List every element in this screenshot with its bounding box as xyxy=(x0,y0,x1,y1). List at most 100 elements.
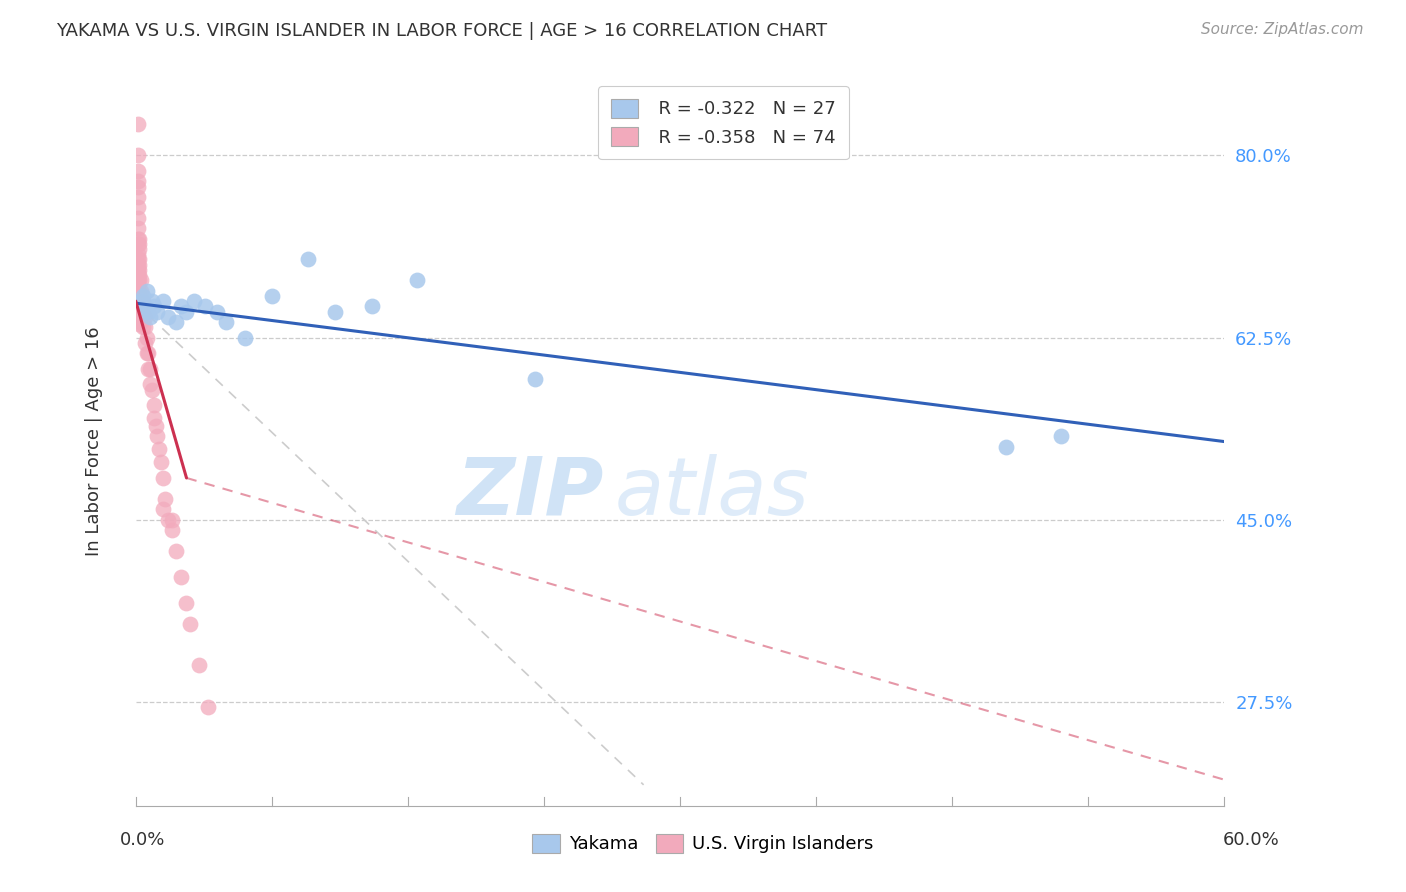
Point xyxy=(129,294,152,309)
Point xyxy=(134,310,156,324)
Point xyxy=(146,429,169,443)
Point xyxy=(127,221,149,235)
Point xyxy=(134,335,156,350)
Point xyxy=(207,304,229,318)
Point xyxy=(128,258,150,272)
Point xyxy=(142,299,165,313)
Point xyxy=(132,307,155,321)
Point xyxy=(152,294,174,309)
Text: atlas: atlas xyxy=(614,453,810,532)
Point xyxy=(176,304,198,318)
Point xyxy=(215,315,238,329)
Point xyxy=(127,252,149,267)
Point xyxy=(233,330,256,344)
Point xyxy=(165,543,187,558)
Point xyxy=(176,596,198,610)
Point xyxy=(360,299,382,313)
Point xyxy=(127,304,149,318)
Point xyxy=(127,232,149,246)
Point xyxy=(128,236,150,251)
Point xyxy=(139,310,162,324)
Point xyxy=(127,247,149,261)
Point xyxy=(194,299,217,313)
Point xyxy=(148,442,170,456)
Point xyxy=(127,284,149,298)
Point xyxy=(142,410,165,425)
Point xyxy=(183,294,205,309)
Point xyxy=(297,252,319,267)
Point xyxy=(127,174,149,188)
Point xyxy=(127,294,149,309)
Point xyxy=(260,289,283,303)
Point xyxy=(165,315,187,329)
Point xyxy=(127,236,149,251)
Point xyxy=(160,512,183,526)
Point xyxy=(138,346,160,360)
Point xyxy=(135,346,157,360)
Point xyxy=(179,616,201,631)
Legend:   R = -0.322   N = 27,   R = -0.358   N = 74: R = -0.322 N = 27, R = -0.358 N = 74 xyxy=(599,87,848,160)
Point xyxy=(142,398,165,412)
Text: 60.0%: 60.0% xyxy=(1223,831,1279,849)
Point xyxy=(127,190,149,204)
Point xyxy=(135,330,157,344)
Point xyxy=(138,304,160,318)
Point xyxy=(139,377,162,392)
Point xyxy=(127,310,149,324)
Legend: Yakama, U.S. Virgin Islanders: Yakama, U.S. Virgin Islanders xyxy=(526,827,880,861)
Point xyxy=(152,471,174,485)
Point xyxy=(129,304,152,318)
Point xyxy=(127,299,149,313)
Point xyxy=(141,294,163,309)
Text: In Labor Force | Age > 16: In Labor Force | Age > 16 xyxy=(86,326,104,557)
Point xyxy=(135,284,157,298)
Point xyxy=(128,284,150,298)
Point xyxy=(128,317,150,331)
Point xyxy=(129,284,152,298)
Point xyxy=(134,320,156,334)
Point xyxy=(127,148,149,162)
Point xyxy=(995,440,1018,454)
Point xyxy=(127,278,149,293)
Point xyxy=(170,299,193,313)
Point xyxy=(129,294,152,309)
Point xyxy=(139,361,162,376)
Point xyxy=(132,294,155,309)
Point xyxy=(129,273,152,287)
Point xyxy=(134,299,156,313)
Point xyxy=(141,383,163,397)
Point xyxy=(128,304,150,318)
Point xyxy=(138,361,160,376)
Point xyxy=(405,273,427,287)
Point xyxy=(129,315,152,329)
Point xyxy=(127,263,149,277)
Point xyxy=(170,570,193,584)
Point xyxy=(128,268,150,282)
Point xyxy=(128,252,150,267)
Point xyxy=(127,273,149,287)
Point xyxy=(160,523,183,537)
Point xyxy=(146,304,169,318)
Text: YAKAMA VS U.S. VIRGIN ISLANDER IN LABOR FORCE | AGE > 16 CORRELATION CHART: YAKAMA VS U.S. VIRGIN ISLANDER IN LABOR … xyxy=(56,22,827,40)
Point xyxy=(127,117,149,131)
Point xyxy=(152,502,174,516)
Point xyxy=(128,273,150,287)
Point xyxy=(145,419,167,434)
Point xyxy=(197,699,219,714)
Text: Source: ZipAtlas.com: Source: ZipAtlas.com xyxy=(1201,22,1364,37)
Point xyxy=(127,289,149,303)
Point xyxy=(128,242,150,256)
Point xyxy=(132,289,155,303)
Point xyxy=(127,258,149,272)
Text: 0.0%: 0.0% xyxy=(120,831,165,849)
Point xyxy=(128,232,150,246)
Point xyxy=(127,211,149,225)
Point xyxy=(132,320,155,334)
Point xyxy=(128,296,150,310)
Point xyxy=(188,658,211,673)
Point xyxy=(127,268,149,282)
Point xyxy=(323,304,346,318)
Point xyxy=(157,310,180,324)
Point xyxy=(128,310,150,324)
Point xyxy=(127,179,149,194)
